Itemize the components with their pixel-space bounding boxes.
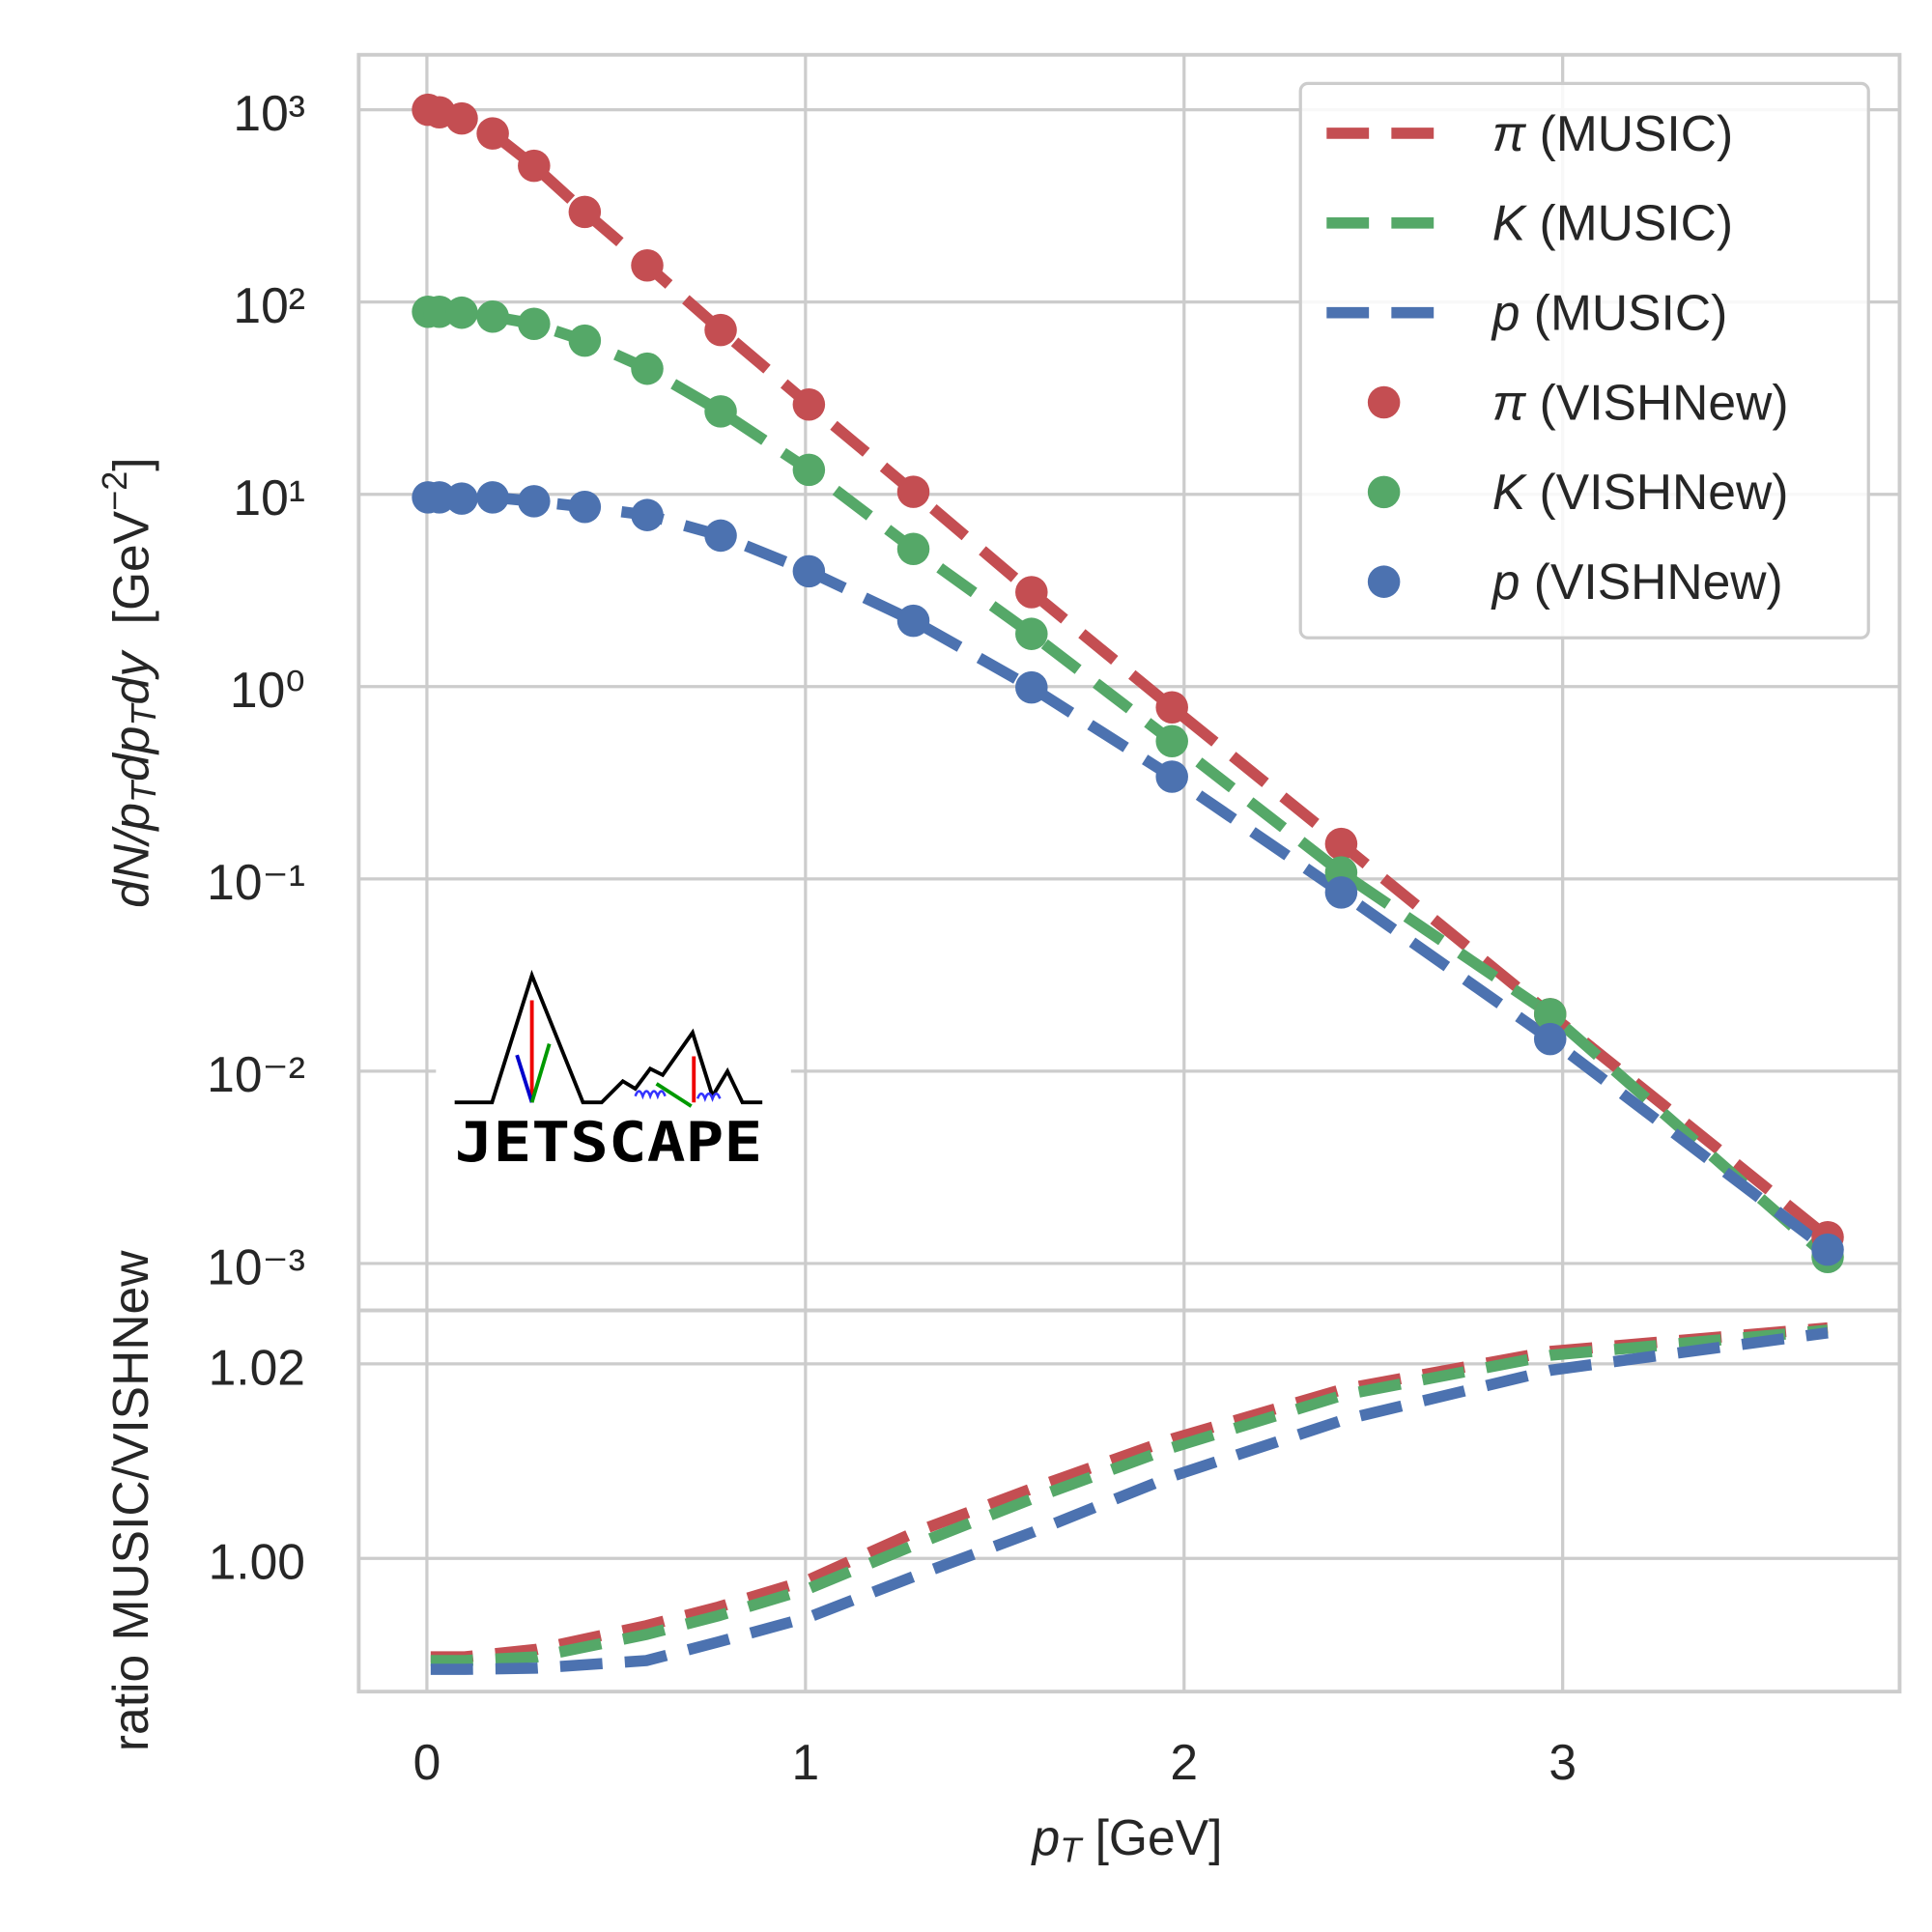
- marker: [1533, 998, 1567, 1031]
- y-label-part: dN/p: [102, 803, 158, 908]
- marker: [1015, 576, 1048, 609]
- marker: [896, 532, 930, 565]
- marker: [518, 149, 551, 183]
- x-axis-label: pT [GeV]: [1031, 1808, 1223, 1869]
- marker: [1324, 827, 1358, 861]
- marker: [1155, 724, 1188, 758]
- y-tick-label: 1.00: [209, 1534, 305, 1590]
- marker: [445, 101, 478, 135]
- marker: [896, 475, 930, 508]
- y-tick-label: 1.02: [209, 1339, 305, 1395]
- marker: [704, 395, 737, 428]
- y-axis-label-ratio: ratio MUSIC/VISHNew: [102, 1250, 158, 1751]
- y-tick-label: 10⁻²: [207, 1046, 305, 1102]
- marker: [704, 519, 737, 553]
- marker: [792, 388, 826, 421]
- y-label-part: dy: [102, 649, 158, 705]
- legend-box: [1298, 81, 1870, 639]
- marker: [1015, 617, 1048, 650]
- dashed-line: [430, 1326, 1829, 1675]
- y-tick-label: 10⁻¹: [207, 854, 305, 910]
- y-label-part: [GeV: [102, 510, 158, 652]
- marker: [704, 313, 737, 347]
- legend-label: p (MUSIC): [1491, 284, 1728, 340]
- logo: JETSCAPE: [436, 958, 791, 1184]
- marker: [1811, 1233, 1844, 1266]
- legend: π (MUSIC) K (MUSIC) p (MUSIC) π (VISHNew) K …: [1298, 81, 1870, 639]
- marker: [476, 299, 509, 333]
- marker: [631, 498, 664, 531]
- x-tick-label: 3: [1548, 1734, 1577, 1790]
- y-tick-label: 10⁻³: [207, 1238, 305, 1294]
- logo-green: [529, 1043, 552, 1103]
- marker: [1015, 670, 1048, 704]
- marker: [1155, 760, 1188, 793]
- marker: [631, 248, 664, 282]
- legend-swatch: [1367, 565, 1401, 598]
- x-label-part: p: [1031, 1808, 1061, 1864]
- x-label-part: T: [1060, 1830, 1084, 1869]
- legend-label: K (MUSIC): [1492, 194, 1733, 250]
- legend-swatch: [1367, 475, 1401, 509]
- marker: [445, 482, 478, 515]
- logo-coils: [634, 1090, 722, 1103]
- plot-frame: [356, 1308, 1902, 1694]
- marker: [568, 490, 602, 524]
- logo-green-2: [655, 1082, 693, 1108]
- marker: [631, 352, 664, 385]
- data-layer: [412, 93, 1844, 1675]
- marker: [792, 453, 826, 487]
- logo-text: JETSCAPE: [455, 1111, 763, 1175]
- legend-label: π (VISHNew): [1492, 374, 1789, 430]
- y-tick-label: 10²: [233, 277, 305, 333]
- legend-label: π (MUSIC): [1492, 104, 1733, 160]
- y-tick-label: 10⁰: [230, 662, 305, 718]
- marker: [518, 485, 551, 518]
- dashed-line: [430, 1324, 1829, 1666]
- legend-swatch: [1367, 385, 1401, 419]
- y-label-part: T: [123, 779, 162, 803]
- x-tick-label: 1: [791, 1734, 819, 1790]
- marker: [476, 117, 509, 150]
- marker: [476, 481, 509, 514]
- logo-mountains: [454, 969, 763, 1105]
- marker: [568, 324, 602, 357]
- logo-background: [436, 958, 791, 1184]
- y-label-part: T: [123, 702, 162, 726]
- y-label-part: dp: [102, 726, 158, 781]
- grid-layer: [356, 52, 1902, 1694]
- marker: [896, 604, 930, 638]
- marker: [568, 195, 602, 229]
- marker: [792, 554, 826, 588]
- legend-label: p (VISHNew): [1491, 554, 1783, 610]
- dashed-line: [426, 103, 1832, 1242]
- marker: [1155, 691, 1188, 724]
- y-label-part: −2: [95, 471, 134, 511]
- marker: [1533, 1022, 1567, 1056]
- x-tick-label: 0: [413, 1734, 441, 1790]
- x-tick-label: 2: [1170, 1734, 1198, 1790]
- legend-label: K (VISHNew): [1492, 464, 1789, 520]
- y-tick-label: 10¹: [233, 469, 305, 526]
- logo-blue: [515, 1054, 534, 1103]
- y-label-part: ]: [102, 457, 158, 470]
- x-label-part: [GeV]: [1081, 1808, 1222, 1864]
- y-axis-label: dN/pTdpTdy [GeV−2]: [95, 457, 163, 908]
- marker: [445, 296, 478, 329]
- marker: [1324, 876, 1358, 909]
- y-tick-label: 10³: [233, 85, 305, 141]
- marker: [518, 307, 551, 341]
